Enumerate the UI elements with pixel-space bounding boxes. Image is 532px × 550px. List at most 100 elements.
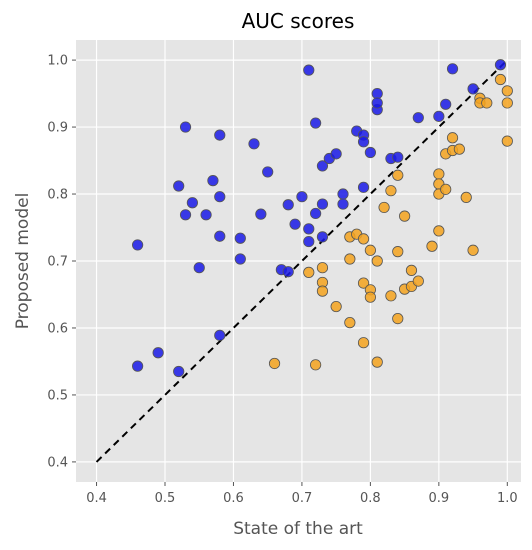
data-point-series-2: [460, 191, 472, 203]
data-point-series-1: [330, 148, 342, 160]
data-point-series-1: [248, 138, 260, 150]
data-point-series-2: [426, 240, 438, 252]
data-point-series-1: [364, 146, 376, 159]
data-point-series-2: [433, 168, 445, 180]
data-point-series-1: [440, 98, 452, 110]
data-point-series-1: [357, 136, 370, 148]
data-point-series-1: [303, 64, 315, 76]
data-point-series-1: [132, 360, 144, 372]
data-point-series-2: [440, 183, 452, 195]
data-point-series-1: [152, 347, 164, 359]
data-point-series-1: [303, 223, 315, 235]
data-point-series-1: [282, 199, 294, 211]
data-point-series-1: [179, 121, 192, 133]
data-point-series-2: [446, 132, 459, 144]
data-point-series-1: [255, 208, 267, 220]
data-point-series-2: [501, 85, 513, 97]
data-point-series-2: [385, 290, 397, 302]
data-point-series-2: [364, 244, 376, 256]
data-point-series-1: [337, 188, 349, 200]
data-point-series-2: [481, 97, 493, 109]
data-point-series-1: [186, 197, 198, 209]
data-point-series-2: [501, 97, 513, 109]
data-point-series-1: [173, 180, 185, 192]
data-point-series-1: [316, 160, 329, 172]
data-point-series-2: [357, 337, 370, 349]
data-point-series-2: [371, 356, 383, 368]
data-point-series-2: [494, 73, 507, 86]
data-point-series-1: [316, 198, 329, 210]
x-tick-label: 0.4: [86, 491, 107, 506]
data-point-series-1: [371, 87, 383, 100]
data-point-series-2: [357, 277, 370, 289]
y-tick-label: 0.4: [47, 455, 68, 470]
chart-title: AUC scores: [242, 9, 355, 33]
y-axis-label: Proposed model: [13, 193, 33, 330]
tick-labels: 0.4 0.5 0.6 0.7 0.8 0.9 1.0 0.4 0.5 0.6 0.7 0.8 0.9 1…: [47, 54, 517, 506]
x-tick-label: 1.0: [497, 491, 518, 506]
data-point-series-1: [392, 151, 404, 163]
data-point-series-1: [310, 117, 322, 129]
data-point-series-1: [467, 83, 479, 95]
data-point-series-2: [392, 169, 404, 181]
data-point-series-2: [392, 312, 404, 325]
data-point-series-1: [200, 209, 212, 221]
data-point-series-2: [453, 143, 465, 155]
x-tick-label: 0.8: [360, 491, 381, 506]
data-point-series-2: [344, 317, 356, 329]
data-point-series-1: [179, 209, 192, 221]
data-point-series-1: [214, 129, 226, 141]
data-point-series-2: [405, 264, 418, 276]
data-point-series-2: [399, 210, 411, 222]
data-point-series-1: [214, 329, 226, 341]
data-point-series-1: [357, 181, 370, 193]
data-point-series-1: [303, 235, 315, 248]
y-tick-label: 1.0: [47, 54, 68, 69]
data-point-series-2: [268, 357, 281, 370]
x-tick-label: 0.5: [155, 491, 176, 506]
data-point-series-2: [357, 233, 370, 245]
data-point-series-1: [412, 112, 424, 124]
y-tick-label: 0.7: [47, 255, 68, 270]
data-point-series-1: [214, 191, 226, 203]
data-points: [132, 59, 513, 378]
y-tick-label: 0.5: [47, 388, 68, 403]
data-point-series-2: [385, 185, 397, 197]
data-point-series-1: [494, 59, 507, 71]
data-point-series-2: [371, 255, 383, 267]
data-point-series-1: [282, 266, 294, 278]
data-point-series-2: [412, 275, 424, 287]
data-point-series-1: [173, 365, 185, 378]
data-point-series-1: [234, 253, 246, 265]
data-point-series-1: [433, 110, 445, 122]
data-point-series-2: [316, 262, 329, 274]
data-point-series-1: [193, 262, 205, 274]
data-point-series-2: [303, 266, 315, 278]
data-point-series-2: [501, 135, 513, 147]
data-point-series-1: [296, 191, 308, 203]
x-tick-label: 0.9: [429, 491, 450, 506]
data-point-series-2: [316, 285, 329, 297]
data-point-series-2: [310, 359, 322, 371]
grid-lines: [76, 40, 521, 482]
y-tick-label: 0.6: [47, 321, 68, 336]
data-point-series-1: [337, 198, 349, 210]
data-point-series-1: [262, 166, 274, 178]
data-point-series-2: [392, 246, 404, 258]
data-point-series-2: [467, 244, 479, 256]
data-point-series-2: [378, 201, 390, 214]
data-point-series-2: [364, 291, 376, 303]
x-tick-label: 0.7: [292, 491, 313, 506]
data-point-series-1: [371, 97, 383, 109]
data-point-series-2: [433, 225, 445, 237]
data-point-series-1: [207, 175, 219, 187]
data-point-series-1: [310, 207, 322, 220]
data-point-series-1: [446, 63, 459, 75]
data-point-series-1: [234, 232, 246, 244]
data-point-series-2: [330, 300, 342, 313]
x-axis-label: State of the art: [233, 519, 363, 539]
data-point-series-1: [289, 218, 301, 230]
x-tick-label: 0.6: [223, 491, 244, 506]
data-point-series-1: [214, 230, 226, 242]
